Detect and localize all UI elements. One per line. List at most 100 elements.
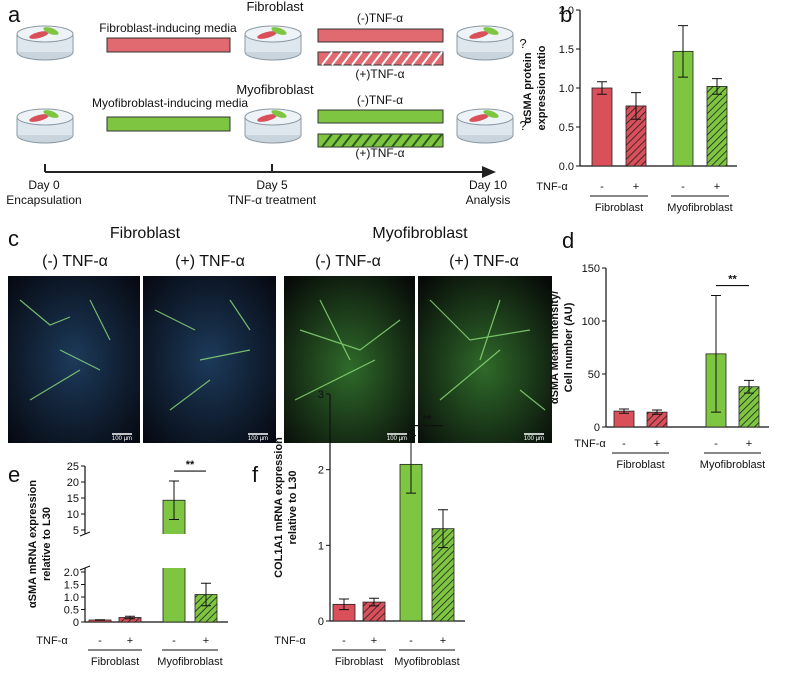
x-tick-label: -: [98, 635, 102, 647]
dish: [245, 108, 301, 143]
bar-chart: 00.51.01.52.0 5 10 15 20 25 αSMA mRNA expressi…: [27, 459, 232, 668]
condition-label: (+)TNF-α: [355, 67, 404, 81]
condition-label: (-)TNF-α: [357, 93, 403, 107]
hatch: [321, 133, 443, 148]
group-label: Fibroblast: [91, 656, 139, 668]
scale-bar-label: 100 µm: [524, 436, 544, 442]
error-bar: [678, 25, 688, 78]
x-tick-label: -: [342, 635, 346, 647]
y-tick-label: 2.0: [64, 567, 79, 579]
error-bar: [652, 409, 662, 415]
group-label: Fibroblast: [595, 202, 643, 214]
micrograph: [418, 276, 552, 443]
y-axis-label: expression ratio: [536, 45, 548, 130]
panel-letter: d: [562, 228, 574, 253]
y-tick-label: 0: [73, 617, 79, 629]
y-tick-label: 1.5: [64, 580, 79, 592]
significance-label: **: [186, 459, 195, 471]
significance-label: **: [423, 414, 432, 426]
micrographs: Fibroblast Myofibroblast (-) TNF-α (+) T…: [8, 225, 552, 443]
error-bar: [95, 619, 105, 621]
panel-letter: e: [8, 462, 20, 487]
media-bar: [106, 37, 231, 53]
y-tick-label: 100: [582, 316, 600, 328]
error-bar: [712, 78, 722, 95]
scale-bar-label: 100 µm: [387, 436, 407, 442]
bar-chart: 0 50 100 150 αSMA Mean Intensity/Cell number…: [549, 263, 769, 471]
y-tick-label: 2.0: [559, 5, 574, 17]
group-label: Myofibroblast: [394, 656, 459, 668]
scale-bar-label: 100 µm: [112, 436, 132, 442]
y-tick-label: 1.0: [64, 592, 79, 604]
group-label: Fibroblast: [335, 656, 383, 668]
dish: [17, 25, 73, 60]
y-tick-label: 0: [318, 616, 324, 628]
row-title: Myofibroblast: [236, 82, 314, 97]
micrograph: [8, 276, 140, 443]
condition-title: (+) TNF-α: [175, 253, 245, 270]
bar: [591, 87, 613, 167]
bar-chart: 0.0 0.5 1.0 1.5 2.0 αSMA protein expression ra…: [522, 5, 737, 214]
row-label: TNF-α: [274, 635, 306, 647]
x-tick-label: +: [440, 635, 446, 647]
y-tick-label: 20: [67, 477, 79, 489]
y-axis-label: αSMA Mean Intensity/: [549, 291, 561, 404]
dish: [457, 108, 513, 143]
y-axis-label: Cell number (AU): [563, 302, 575, 392]
timeline-event: TNF-α treatment: [228, 193, 317, 207]
row-label: TNF-α: [36, 635, 68, 647]
significance-label: **: [728, 274, 737, 286]
condition-bar: [317, 28, 444, 43]
error-bar: [406, 435, 416, 494]
group-title: Myofibroblast: [372, 225, 468, 242]
y-tick-label: 0.0: [559, 161, 574, 173]
cell-fibers: [19, 299, 546, 411]
error-bar: [631, 92, 641, 120]
y-tick-label: 1.5: [559, 44, 574, 56]
error-bar: [438, 509, 448, 549]
timeline-arrow: [482, 166, 496, 178]
condition-bar: [317, 109, 444, 124]
condition-label: (+)TNF-α: [355, 146, 404, 160]
x-tick-label: -: [409, 635, 413, 647]
error-bar: [169, 480, 179, 520]
timeline-day: Day 0: [28, 178, 60, 192]
group-label: Fibroblast: [616, 459, 664, 471]
y-tick-label: 2: [318, 465, 324, 477]
y-axis-label: αSMA protein: [522, 52, 534, 123]
group-label: Myofibroblast: [667, 202, 732, 214]
condition-title: (-) TNF-α: [42, 253, 108, 270]
y-tick-label: 15: [67, 493, 79, 505]
hatch: [321, 51, 443, 66]
y-tick-label: 150: [582, 263, 600, 275]
outcome: ?: [519, 36, 526, 51]
y-axis-label: relative to L30: [287, 471, 299, 545]
micrograph: [143, 276, 276, 443]
condition-label: (-)TNF-α: [357, 11, 403, 25]
x-tick-label: -: [622, 438, 626, 450]
dish: [457, 25, 513, 60]
group-label: Myofibroblast: [700, 459, 765, 471]
dish: [245, 25, 301, 60]
x-tick-label: +: [127, 635, 133, 647]
media-label: Myofibroblast-inducing media: [92, 96, 248, 110]
group-title: Fibroblast: [110, 225, 181, 242]
x-tick-label: +: [714, 181, 720, 193]
y-tick-label: 5: [73, 525, 79, 537]
row-label: TNF-α: [574, 438, 606, 450]
panel-letter: a: [8, 2, 21, 27]
media-label: Fibroblast-inducing media: [99, 21, 237, 35]
y-axis-label: COL1A1 mRNA expression: [273, 437, 285, 578]
x-tick-label: +: [746, 438, 752, 450]
panel-letter: b: [560, 2, 572, 27]
x-tick-label: +: [633, 181, 639, 193]
row-label: TNF-α: [536, 181, 568, 193]
error-bar: [201, 582, 211, 607]
x-tick-label: -: [172, 635, 176, 647]
y-tick-label: 25: [67, 461, 79, 473]
error-bar: [339, 598, 349, 611]
x-tick-label: -: [681, 181, 685, 193]
x-tick-label: +: [371, 635, 377, 647]
condition-title: (-) TNF-α: [315, 253, 381, 270]
y-tick-label: 0.5: [559, 122, 574, 134]
